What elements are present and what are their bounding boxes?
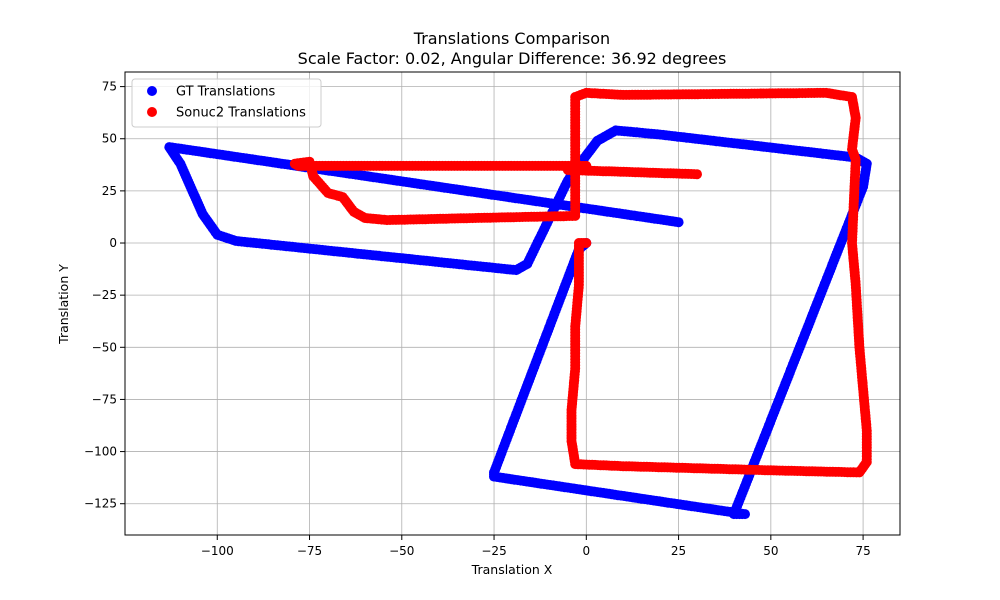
plot-frame: [124, 71, 901, 536]
y-axis-label: Translation Y: [56, 264, 71, 345]
y-tick-label: −25: [92, 288, 117, 302]
x-axis-label: Translation X: [471, 562, 553, 577]
chart-subtitle: Scale Factor: 0.02, Angular Difference: …: [298, 49, 727, 68]
legend-marker-gt: [147, 86, 157, 96]
x-tick-label: −50: [389, 544, 414, 558]
y-tick-label: −100: [84, 445, 117, 459]
x-tick-label: 50: [763, 544, 778, 558]
legend-label-gt: GT Translations: [176, 85, 276, 100]
x-tick-label: −75: [297, 544, 322, 558]
x-tick-label: −100: [201, 544, 234, 558]
series-1-points: [289, 87, 872, 478]
data-point: [581, 238, 592, 249]
x-tick-label: 0: [582, 544, 590, 558]
chart-title: Translations Comparison: [413, 29, 610, 48]
legend: GT Translations Sonuc2 Translations: [131, 78, 322, 128]
y-tick-label: 0: [109, 236, 117, 250]
legend-marker-sonuc2: [147, 107, 157, 117]
legend-label-sonuc2: Sonuc2 Translations: [176, 106, 306, 121]
y-tick-label: 75: [102, 80, 117, 94]
y-tick-label: 50: [102, 132, 117, 146]
x-tick-label: −25: [481, 544, 506, 558]
y-tick-label: −50: [92, 340, 117, 354]
axis-ticks: −100 −75 −50 −25 0 25 50 75 75 50 25 0 −25 −50 −75 −100…: [84, 80, 871, 558]
grid: [125, 72, 900, 535]
x-tick-label: 25: [671, 544, 686, 558]
series-0-points: [164, 125, 872, 520]
legend-box: [131, 78, 322, 128]
y-tick-label: −125: [84, 497, 117, 511]
x-tick-label: 75: [855, 544, 870, 558]
y-tick-label: −75: [92, 392, 117, 406]
y-tick-label: 25: [102, 184, 117, 198]
data-points: [164, 87, 872, 520]
